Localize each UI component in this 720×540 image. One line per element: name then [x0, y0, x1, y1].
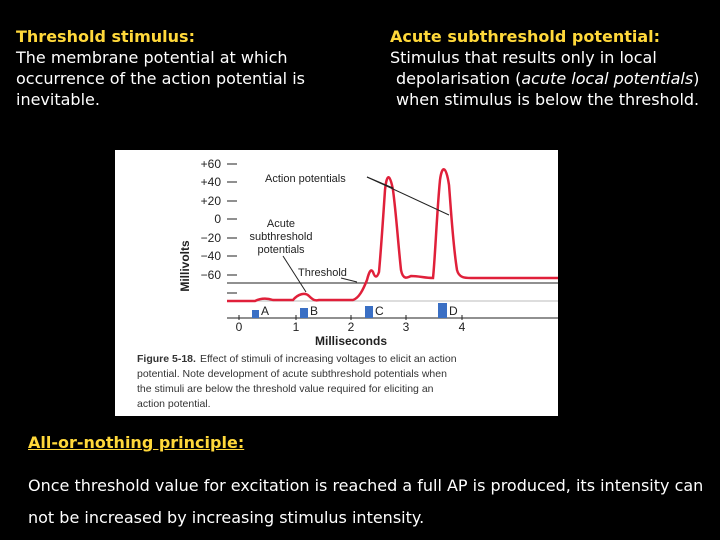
- stimulus-marker-b: [300, 308, 308, 318]
- y-tick-label: +60: [201, 157, 222, 171]
- x-tick-label: 3: [403, 320, 410, 334]
- y-tick-label: −60: [201, 268, 222, 282]
- x-tick-label: 1: [293, 320, 300, 334]
- caption-title: Figure 5-18.: [137, 353, 196, 365]
- line2-post: ): [693, 69, 700, 88]
- pointer-line: [282, 255, 307, 293]
- acute-subthreshold-line2: depolarisation (acute local potentials): [390, 68, 715, 89]
- y-tick-label: +20: [201, 194, 222, 208]
- caption-line4: action potential.: [137, 398, 211, 410]
- threshold-stimulus-heading: Threshold stimulus:: [16, 27, 195, 46]
- threshold-stimulus-definition: The membrane potential at which occurren…: [16, 48, 305, 109]
- acute-subthreshold-heading: Acute subthreshold potential:: [390, 27, 661, 46]
- all-or-nothing-heading: All-or-nothing principle:: [28, 433, 245, 452]
- stimulus-label-a: A: [261, 304, 269, 318]
- stimulus-label-b: B: [310, 304, 318, 318]
- pointer-line: [366, 176, 450, 216]
- threshold-stimulus-block: Threshold stimulus: The membrane potenti…: [16, 26, 346, 110]
- y-tick-label: −20: [201, 231, 222, 245]
- acute-subthreshold-block: Acute subthreshold potential: Stimulus t…: [390, 26, 715, 110]
- y-tick-label: +40: [201, 175, 222, 189]
- acute-subthreshold-line3: when stimulus is below the threshold.: [396, 90, 700, 109]
- pointer-line: [340, 277, 358, 283]
- acute-label-line2: subthreshold: [250, 231, 313, 243]
- x-axis-label: Milliseconds: [315, 334, 387, 348]
- action-potential-figure: Millivolts +60 +40 +20 0 −20 −40 −60: [115, 150, 558, 416]
- y-tick-label: 0: [214, 212, 221, 226]
- x-tick-label: 0: [236, 320, 243, 334]
- x-tick-label: 2: [348, 320, 355, 334]
- acute-label-line1: Acute: [267, 218, 295, 230]
- caption-line2: potential. Note development of acute sub…: [137, 368, 447, 380]
- acute-label-line3: potentials: [257, 244, 305, 256]
- all-or-nothing-definition: Once threshold value for excitation is r…: [28, 476, 704, 527]
- caption-line1: Figure 5-18. Effect of stimuli of increas…: [137, 353, 457, 365]
- acute-subthreshold-line1: Stimulus that results only in local: [390, 48, 657, 67]
- action-potentials-label: Action potentials: [265, 173, 346, 185]
- line2-pre: depolarisation (: [396, 69, 522, 88]
- stimulus-marker-a: [252, 310, 259, 318]
- stimulus-marker-d: [438, 303, 447, 318]
- threshold-label: Threshold: [298, 267, 347, 279]
- caption-line3: the stimuli are below the threshold valu…: [137, 383, 434, 395]
- caption-text: Effect of stimuli of increasing voltages…: [200, 353, 457, 365]
- membrane-potential-trace: [227, 168, 558, 303]
- stimulus-label-c: C: [375, 304, 384, 318]
- line2-italic: acute local potentials: [521, 69, 694, 88]
- x-tick-label: 4: [459, 320, 466, 334]
- y-axis-label: Millivolts: [178, 240, 192, 292]
- stimulus-label-d: D: [449, 304, 458, 318]
- stimulus-marker-c: [365, 306, 373, 318]
- y-tick-label: −40: [201, 249, 222, 263]
